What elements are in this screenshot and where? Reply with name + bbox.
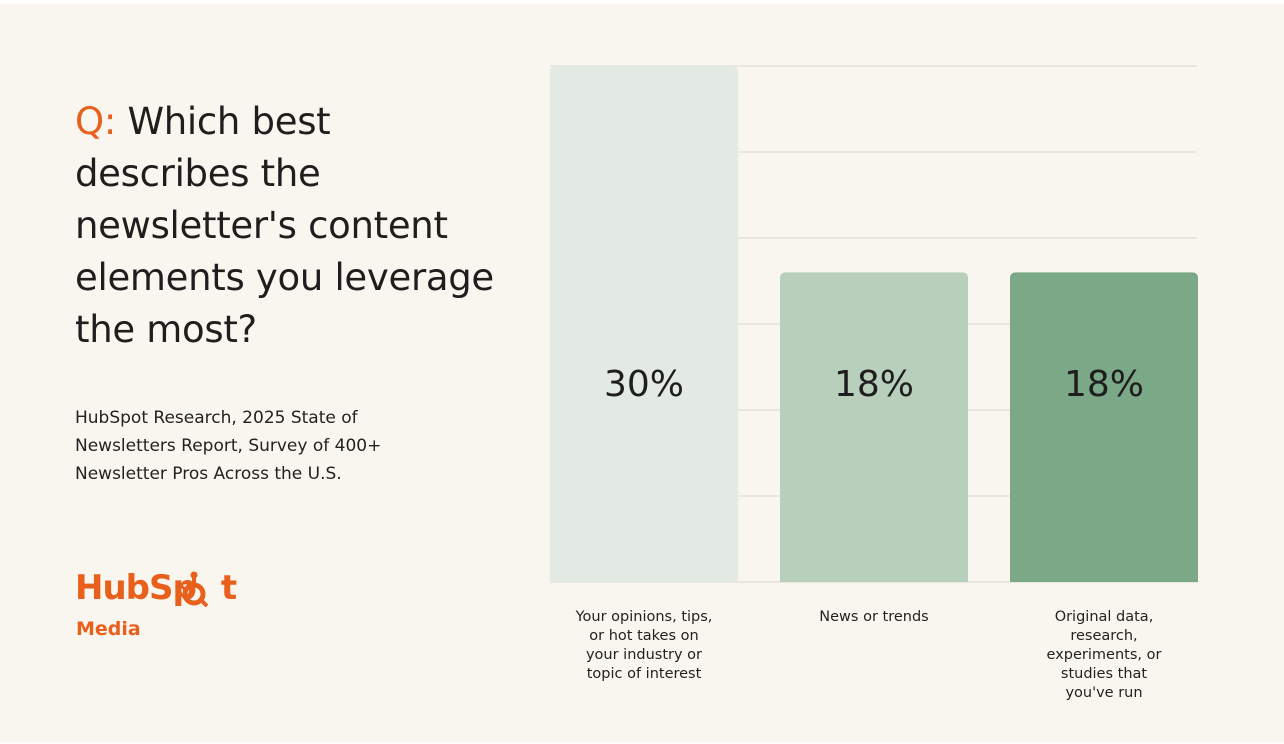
category-label-2: News or trends	[819, 609, 929, 625]
question-prefix: Q:	[75, 100, 116, 143]
data-label-2: 18%	[834, 364, 914, 405]
category-label-1: Your opinions, tips, or hot takes on you…	[575, 609, 713, 682]
bar-2	[780, 272, 968, 582]
logo-word-right: t	[220, 568, 237, 608]
data-label-3: 18%	[1064, 364, 1144, 405]
bar-1	[550, 66, 738, 582]
source-citation: HubSpot Research, 2025 State of Newslett…	[75, 408, 382, 484]
category-label-3: Original data, research, experiments, or…	[1046, 609, 1162, 701]
logo-word-left: HubSp	[75, 568, 197, 608]
sprocket-icon	[180, 571, 209, 608]
logo-wordmark: HubSp t	[75, 568, 237, 608]
logo-subtitle: Media	[76, 618, 141, 640]
bar-3	[1010, 272, 1198, 582]
hubspot-media-logo: HubSp t Media	[75, 568, 275, 658]
question-text: Which best describes the newsletter's co…	[75, 100, 494, 351]
question-heading: Q: Which best describes the newsletter's…	[75, 96, 505, 356]
data-label-1: 30%	[604, 364, 684, 405]
